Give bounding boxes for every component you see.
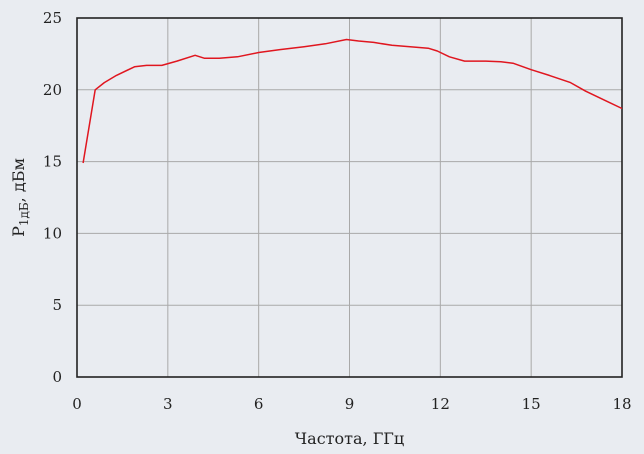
y-tick-label: 0 (52, 368, 62, 386)
x-axis-label: Частота, ГГц (295, 429, 404, 448)
y-axis-label: P1дБ, дБм (9, 158, 31, 237)
y-tick-label: 5 (52, 296, 62, 314)
series-layer (82, 38, 623, 164)
x-tick-label: 18 (612, 395, 631, 413)
y-axis-label-unit: , дБм (9, 158, 28, 202)
y-tick-labels: 0 5 10 15 20 25 (43, 9, 62, 386)
y-axis-label-main: P (9, 226, 28, 237)
x-tick-labels: 0 3 6 9 12 15 18 (72, 395, 631, 413)
y-tick-label: 25 (43, 9, 62, 27)
y-tick-label: 20 (43, 81, 62, 99)
y-axis-label-subscript: 1дБ (17, 202, 31, 226)
y-tick-label: 15 (43, 153, 62, 171)
x-tick-label: 0 (72, 395, 82, 413)
x-tick-label: 3 (163, 395, 173, 413)
grid (77, 18, 622, 377)
x-tick-label: 12 (431, 395, 450, 413)
y-tick-label: 10 (43, 224, 62, 242)
plot-frame (76, 17, 623, 378)
x-tick-label: 6 (254, 395, 264, 413)
x-tick-label: 9 (345, 395, 355, 413)
x-tick-label: 15 (522, 395, 541, 413)
series-line (82, 38, 623, 164)
